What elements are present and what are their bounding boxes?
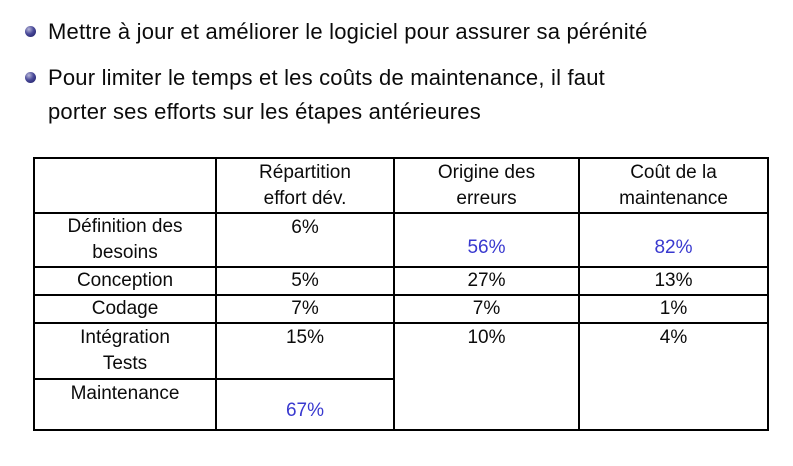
col-header-erreurs: Origine des erreurs (393, 157, 580, 214)
cell-erreurs: 27% (393, 266, 580, 296)
cell-erreurs: 7% (393, 294, 580, 324)
table-row: Maintenance 67% (33, 378, 768, 431)
bullet-list: Mettre à jour et améliorer le logiciel p… (0, 0, 793, 129)
col-header-effort: Répartition effort dév. (215, 157, 395, 214)
cell-effort: 6% (215, 212, 395, 268)
cell-erreurs-merged: 10% (393, 322, 580, 431)
table-row: Conception 5% 27% 13% (33, 266, 769, 296)
cell-effort: 67% (215, 378, 395, 431)
table-row: Intégration Tests 15% 10% 4% (33, 322, 769, 431)
bullet-ball-icon (25, 26, 36, 37)
bullet-item: Pour limiter le temps et les coûts de ma… (25, 61, 793, 129)
row-label: Conception (33, 266, 217, 296)
cell-cout-merged: 4% (578, 322, 769, 431)
cell-effort: 5% (215, 266, 395, 296)
table-header-row: Répartition effort dév. Origine des erre… (33, 157, 769, 214)
col-header-cout: Coût de la maintenance (578, 157, 769, 214)
bullet-ball-icon (25, 72, 36, 83)
cell-cout: 1% (578, 294, 769, 324)
table-row: Définition des besoins 6% 56% 82% (33, 212, 769, 268)
cell-effort: 7% (215, 294, 395, 324)
table-row: Codage 7% 7% 1% (33, 294, 769, 324)
corner-cell (33, 157, 217, 214)
cell-cout: 82% (578, 212, 769, 268)
cell-effort: 15% (215, 322, 395, 380)
bullet-text: Pour limiter le temps et les coûts de ma… (48, 65, 605, 124)
bullet-text: Mettre à jour et améliorer le logiciel p… (48, 19, 648, 44)
row-label: Maintenance (33, 378, 217, 431)
maintenance-cost-table: Répartition effort dév. Origine des erre… (33, 157, 769, 431)
row-label: Intégration Tests (33, 322, 217, 380)
row-label: Définition des besoins (33, 212, 217, 268)
cell-erreurs: 56% (393, 212, 580, 268)
cell-cout: 13% (578, 266, 769, 296)
bullet-item: Mettre à jour et améliorer le logiciel p… (25, 15, 793, 49)
row-label: Codage (33, 294, 217, 324)
